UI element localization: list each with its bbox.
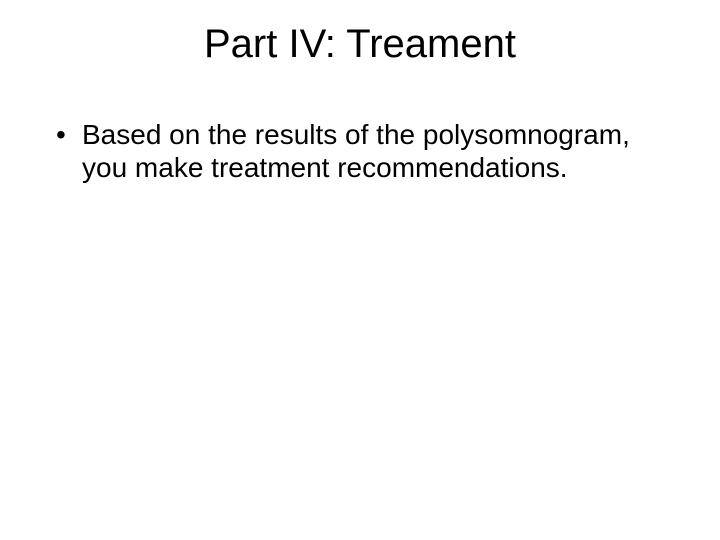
bullet-text: Based on the results of the polysomnogra… (82, 119, 630, 183)
slide-body: Based on the results of the polysomnogra… (54, 118, 666, 184)
list-item: Based on the results of the polysomnogra… (54, 118, 666, 184)
slide-title: Part IV: Treament (0, 22, 720, 67)
bullet-list: Based on the results of the polysomnogra… (54, 118, 666, 184)
slide: Part IV: Treament Based on the results o… (0, 0, 720, 540)
